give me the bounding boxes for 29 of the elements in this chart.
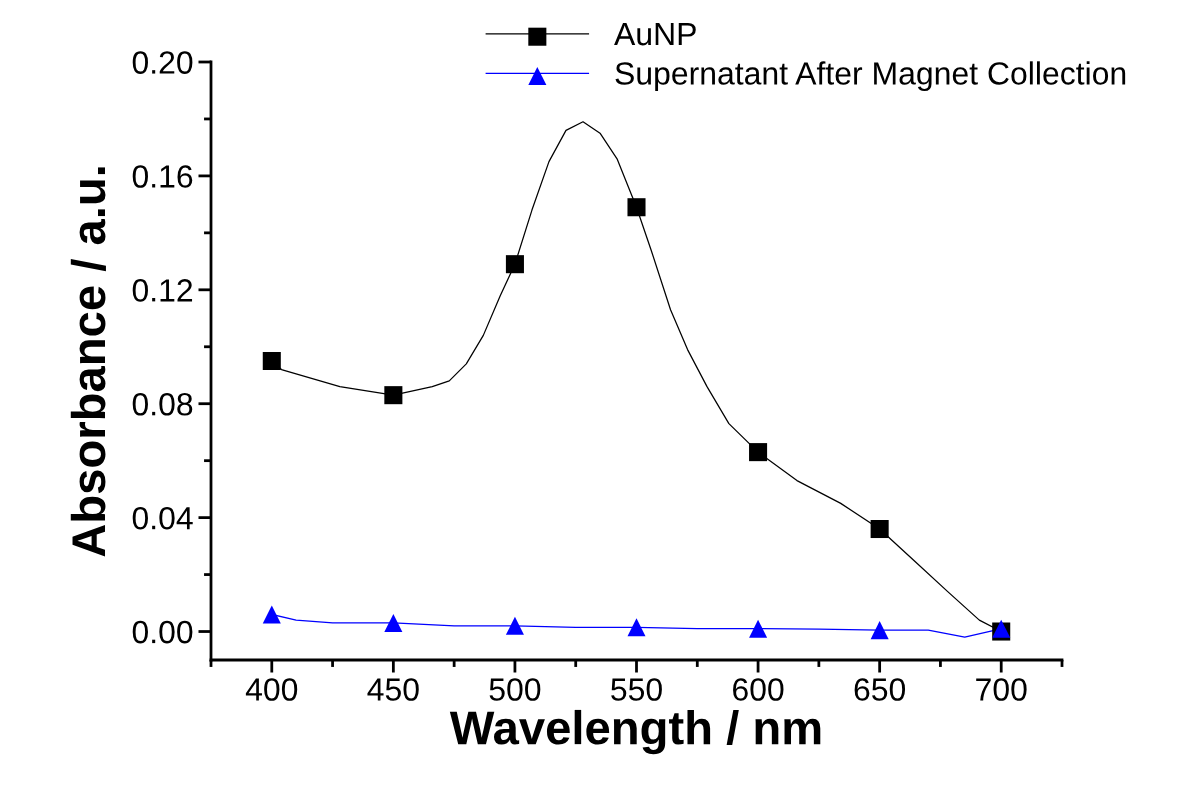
point [870, 519, 889, 539]
y-tick-label: 0.08 [132, 392, 193, 416]
y-tick-label: 0.00 [132, 620, 193, 644]
point [505, 616, 524, 635]
point [262, 605, 281, 624]
point [384, 613, 403, 633]
y-tick-label: 0.04 [132, 506, 193, 530]
x-tick-label: 500 [489, 678, 541, 701]
x-axis-title: Wavelength / nm [449, 709, 821, 755]
y-axis-title: Absorbance / a.u. [70, 167, 106, 557]
legend-label: AuNP [614, 23, 696, 46]
x-tick-label: 600 [733, 678, 784, 701]
point [627, 618, 646, 637]
point [749, 443, 768, 462]
x-tick-label: 450 [367, 678, 419, 701]
point [505, 255, 524, 274]
x-tick-label: 650 [854, 678, 906, 701]
y-tick-label: 0.16 [132, 165, 193, 188]
point [749, 619, 768, 638]
point [870, 621, 889, 640]
x-tick-label: 700 [976, 678, 1027, 701]
x-tick-label: 400 [245, 678, 298, 701]
legend-label: Supernatant After Magnet Collection [615, 61, 1126, 92]
x-tick-label: 550 [611, 678, 662, 701]
y-tick-label: 0.12 [132, 279, 193, 302]
point [262, 351, 281, 371]
point [627, 198, 646, 217]
y-tick-label: 0.20 [132, 51, 193, 74]
point [384, 386, 403, 405]
